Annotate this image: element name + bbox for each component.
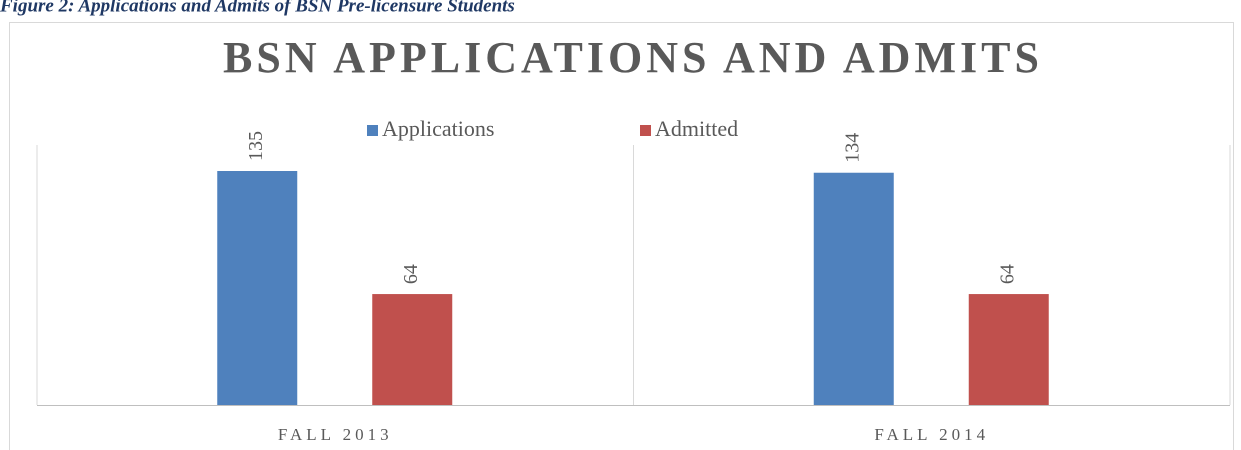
data-label: 64 (400, 264, 422, 284)
legend-swatch (640, 125, 651, 136)
legend-label: Applications (382, 116, 494, 141)
chart-border (9, 22, 1234, 450)
x-tick-label: FALL 2014 (874, 425, 989, 444)
data-label: 134 (841, 133, 863, 163)
data-label: 135 (245, 131, 267, 161)
bar (372, 294, 453, 405)
legend-swatch (367, 125, 378, 136)
x-tick-label: FALL 2013 (278, 425, 393, 444)
legend-label: Admitted (655, 116, 738, 141)
bar (813, 172, 894, 405)
bar (217, 171, 298, 405)
data-label: 64 (996, 264, 1018, 284)
figure-caption: Figure 2: Applications and Admits of BSN… (0, 0, 515, 16)
chart-title: BSN APPLICATIONS AND ADMITS (223, 33, 1043, 82)
bar (968, 294, 1049, 405)
